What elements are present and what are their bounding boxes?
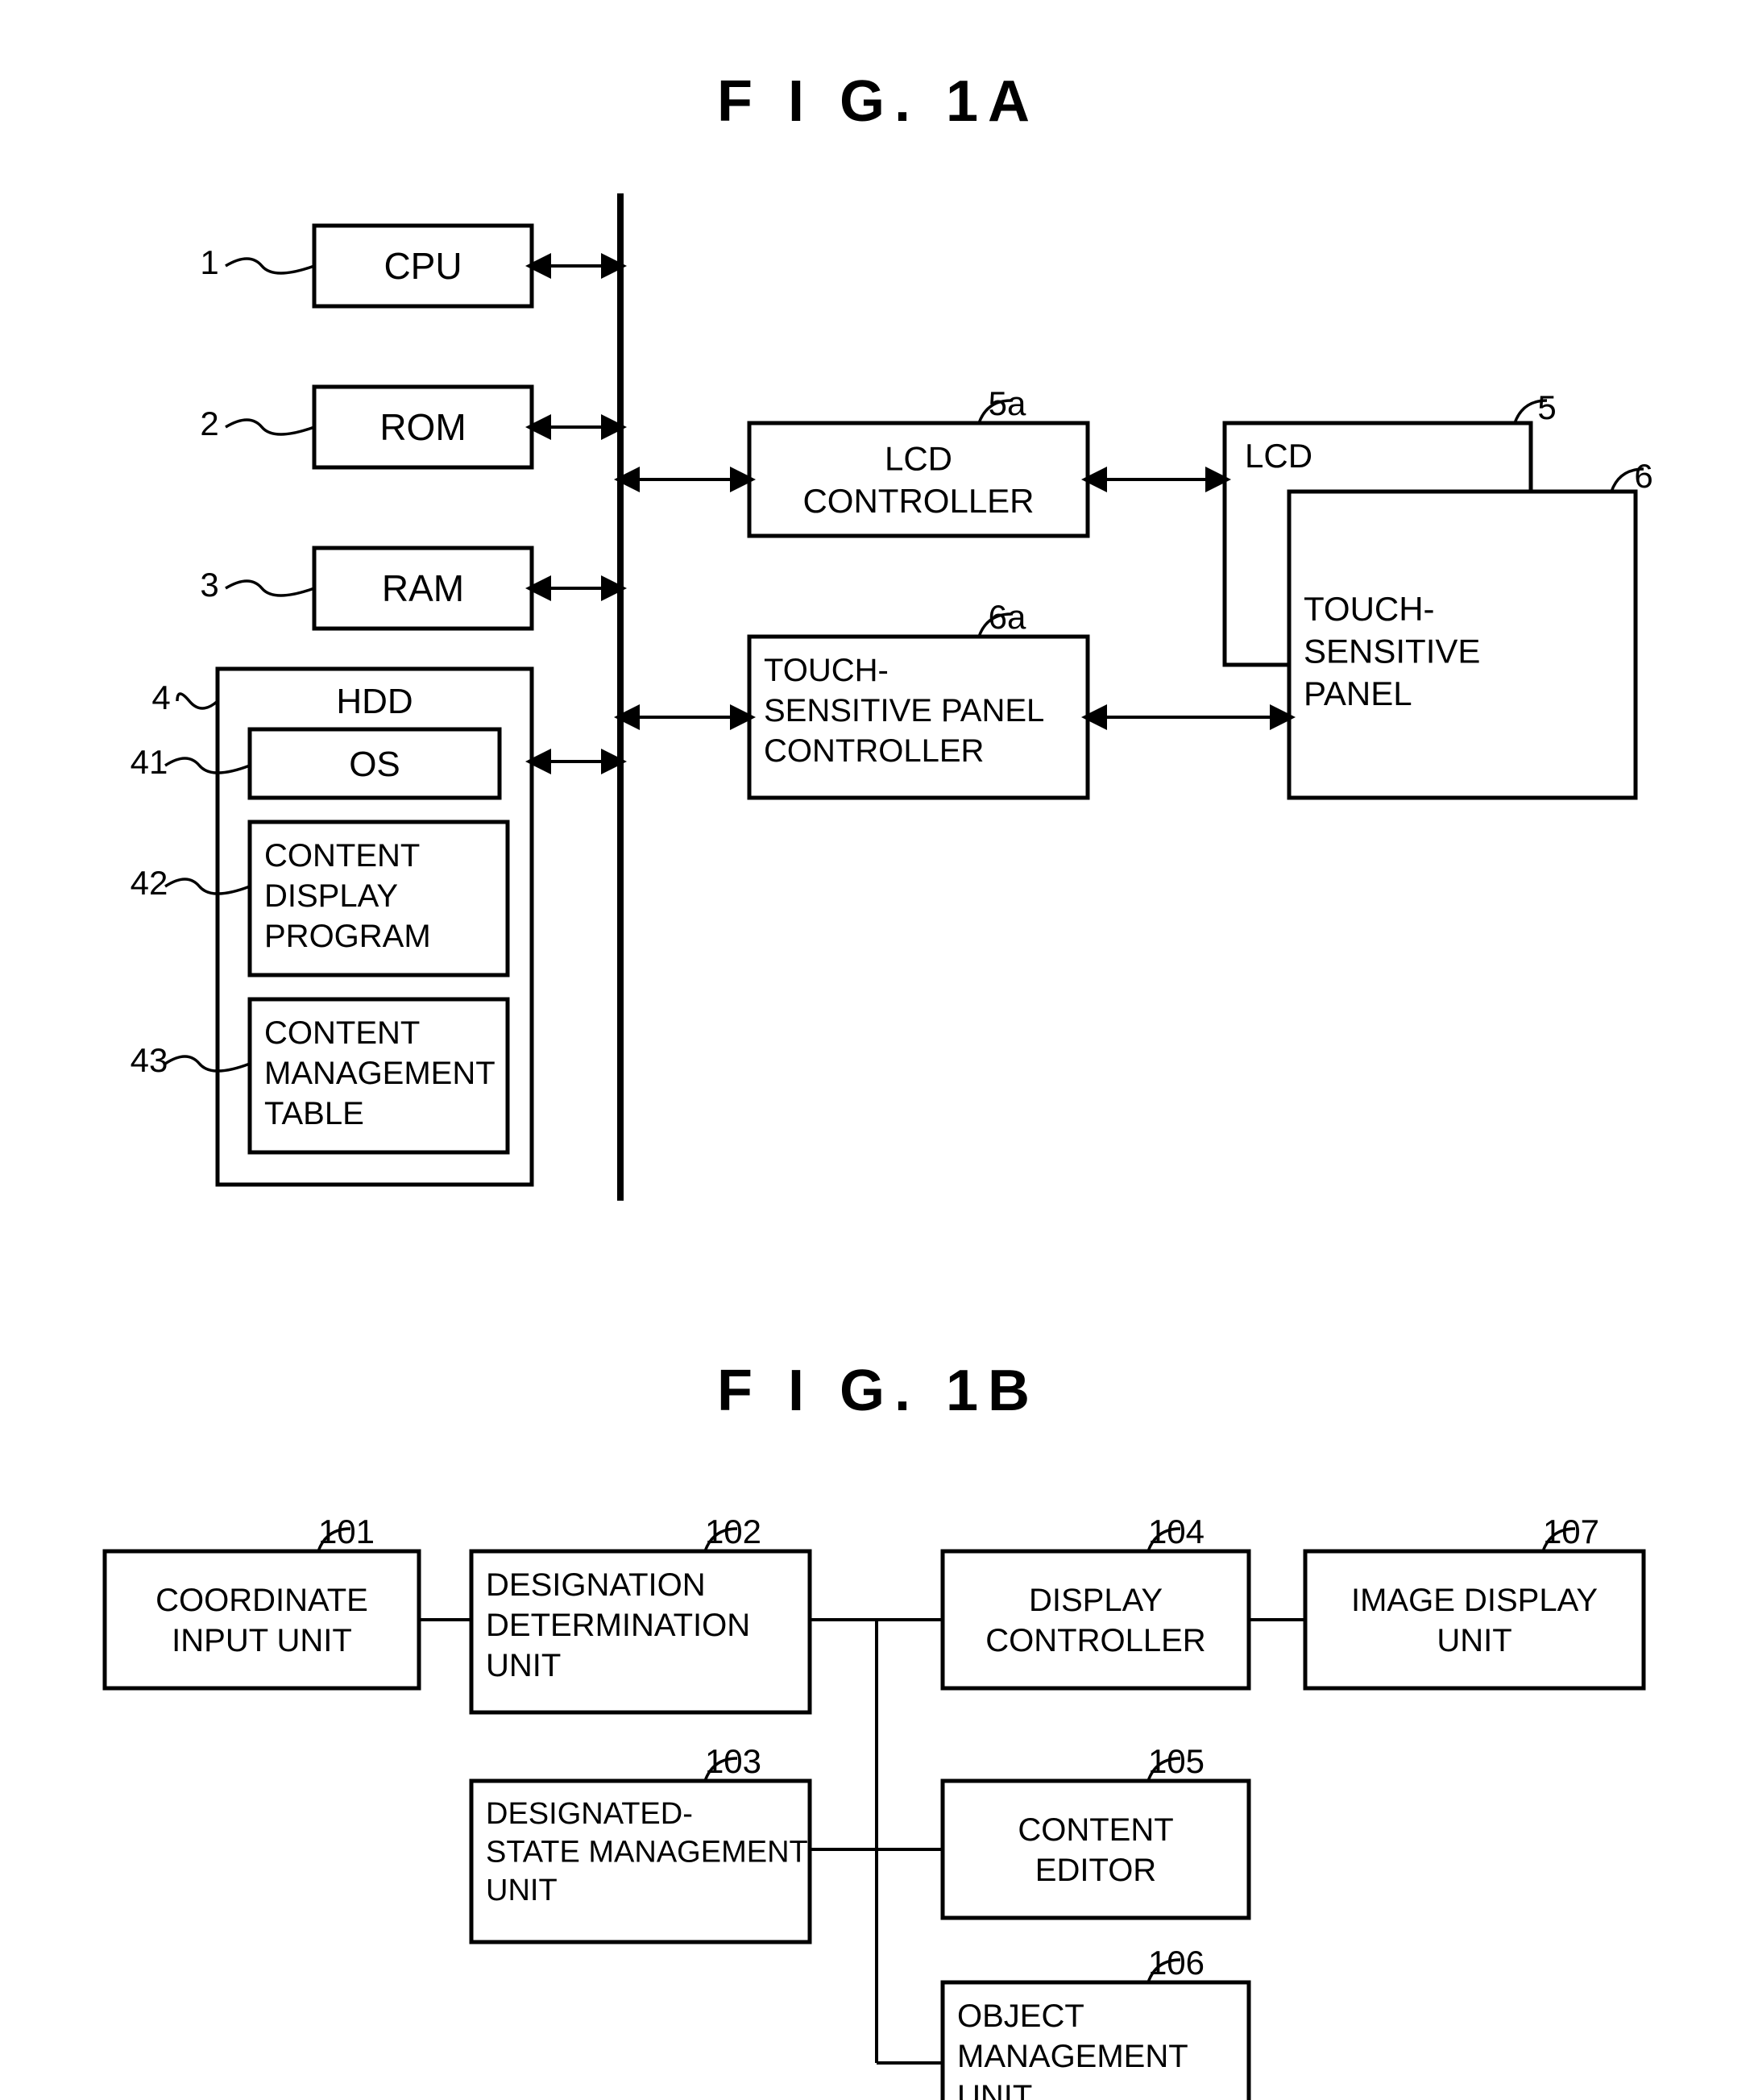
figB-b106-line0: OBJECT [957,1998,1084,2034]
figB-b103-line1: STATE MANAGEMENT [486,1836,808,1870]
figB-b105-line1: EDITOR [1035,1853,1156,1888]
figA-cmt-line2: TABLE [264,1096,364,1131]
figA-tsp-line1: SENSITIVE [1304,633,1480,670]
figA-ref-r42: 42 [131,864,168,902]
figA-cmt-line1: MANAGEMENT [264,1056,496,1091]
figB-b101-line1: INPUT UNIT [172,1623,352,1658]
ref-tilde [177,694,218,708]
figB-b104 [943,1551,1249,1688]
figB-b106-line2: UNIT [957,2079,1032,2100]
figB-ref-r106: 106 [1148,1944,1205,1982]
figA-ref-r5: 5 [1537,388,1556,426]
figB-b107-line0: IMAGE DISPLAY [1351,1583,1598,1618]
figA-hdd-title: HDD [336,682,413,721]
figA-cmt-line0: CONTENT [264,1015,420,1051]
figB-ref-r107: 107 [1543,1513,1599,1550]
figA-tsp-line2: PANEL [1304,674,1412,712]
figB-title: F I G. 1B [717,1359,1039,1423]
figB-b105-line0: CONTENT [1018,1812,1173,1848]
figA-tspc-line1: SENSITIVE PANEL [764,693,1044,728]
figA-ref-r1: 1 [200,243,218,281]
figA-os-line0: OS [349,745,400,784]
figB-b102-line2: UNIT [486,1648,561,1683]
figA-cpu-line0: CPU [384,245,462,287]
figB-ref-r101: 101 [318,1513,375,1550]
figA-lcd-title: LCD [1245,437,1312,475]
figB-b101-line0: COORDINATE [155,1583,368,1618]
figB-b106-line1: MANAGEMENT [957,2039,1188,2074]
figA-ref-r3: 3 [200,566,218,604]
figA-lcdc-line1: CONTROLLER [802,482,1034,520]
diagram-canvas: F I G. 1A LCD TOUCH- SENSITIVE PANEL CPU ROM RA… [0,0,1754,2100]
figA-ref-r6: 6 [1634,457,1652,495]
figA-ref-r2: 2 [200,405,218,442]
figA-ref-r43: 43 [131,1041,168,1079]
figB-b101 [105,1551,419,1688]
figA-ref-r41: 41 [131,743,168,781]
figA-cdp-line0: CONTENT [264,838,420,874]
figB-b102-line1: DETERMINATION [486,1608,750,1643]
figA-lcdc-line0: LCD [885,439,952,477]
figA-tspc-line0: TOUCH- [764,653,889,688]
figB-b107-line1: UNIT [1437,1623,1511,1658]
figA-ram-line0: RAM [382,567,464,609]
figA-ref-r4: 4 [151,679,170,716]
figA-tsp-line0: TOUCH- [1304,590,1435,628]
figA-rom-line0: ROM [379,406,466,448]
figA-cdp-line2: PROGRAM [264,919,431,954]
figB-ref-r103: 103 [705,1742,761,1780]
figB-ref-r102: 102 [705,1513,761,1550]
figB-b103-line2: UNIT [486,1874,558,1907]
figB-b107 [1305,1551,1644,1688]
ref-tilde [226,581,314,596]
figB-b103-line0: DESIGNATED- [486,1797,693,1831]
ref-tilde [226,420,314,434]
ref-tilde [226,259,314,273]
figB-ref-r104: 104 [1148,1513,1205,1550]
figB-b105 [943,1781,1249,1918]
figA-tspc-line2: CONTROLLER [764,733,984,769]
figA-title: F I G. 1A [717,69,1039,134]
figB-ref-r105: 105 [1148,1742,1205,1780]
figB-b104-line1: CONTROLLER [985,1623,1205,1658]
figA-cdp-line1: DISPLAY [264,878,398,914]
figB-b102-line0: DESIGNATION [486,1567,706,1603]
figB-b104-line0: DISPLAY [1029,1583,1163,1618]
